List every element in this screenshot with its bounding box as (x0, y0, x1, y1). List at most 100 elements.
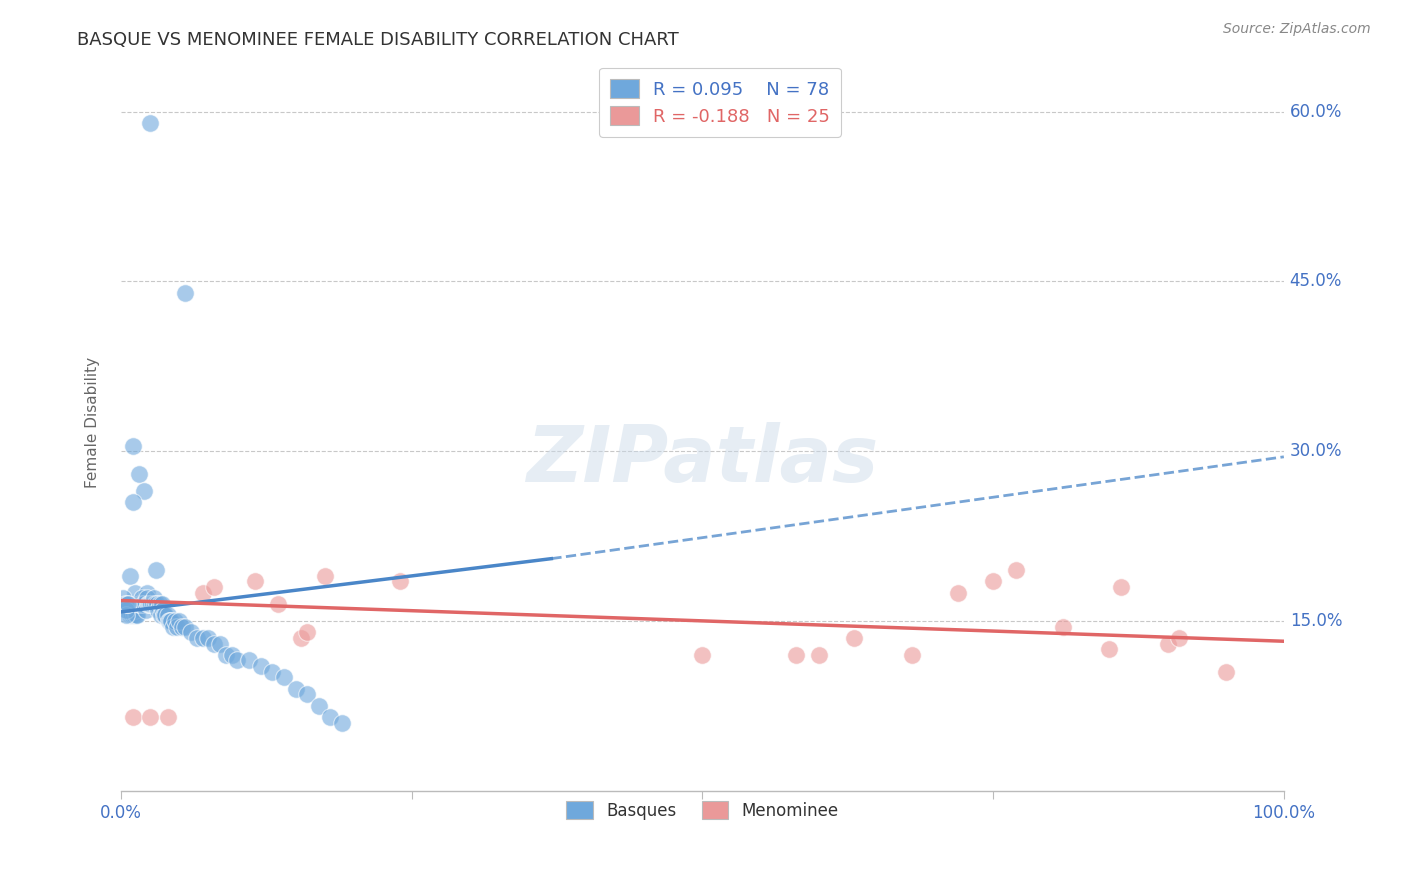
Point (121, 495, 143, 509)
Point (807, 648, 830, 662)
Text: BASQUE VS MENOMINEE FEMALE DISABILITY CORRELATION CHART: BASQUE VS MENOMINEE FEMALE DISABILITY CO… (77, 31, 679, 49)
Point (115, 597, 138, 611)
Y-axis label: Female Disability: Female Disability (86, 358, 100, 489)
Point (1052, 619, 1074, 633)
Point (162, 619, 184, 633)
Point (1098, 642, 1121, 657)
Point (215, 648, 238, 662)
Point (160, 614, 183, 628)
Point (115, 597, 138, 611)
Point (284, 681, 307, 696)
Text: Source: ZipAtlas.com: Source: ZipAtlas.com (1223, 22, 1371, 37)
Point (267, 597, 290, 611)
Point (125, 608, 148, 623)
Point (124, 602, 146, 616)
Point (170, 619, 193, 633)
Point (139, 597, 162, 611)
Point (900, 648, 922, 662)
Text: 60.0%: 60.0% (1289, 103, 1343, 120)
Point (146, 597, 169, 611)
Point (117, 602, 139, 616)
Point (692, 648, 714, 662)
Point (308, 698, 330, 713)
Point (139, 116, 162, 130)
Point (121, 710, 143, 724)
Point (134, 483, 156, 498)
Legend: Basques, Menominee: Basques, Menominee (560, 795, 845, 826)
Point (112, 591, 135, 606)
Point (1168, 631, 1191, 645)
Point (128, 597, 150, 611)
Point (191, 631, 214, 645)
Point (134, 597, 156, 611)
Point (273, 670, 295, 684)
Point (114, 608, 136, 623)
Point (139, 710, 162, 724)
Text: 30.0%: 30.0% (1289, 442, 1343, 460)
Point (128, 467, 150, 481)
Point (138, 597, 160, 611)
Point (163, 614, 186, 628)
Text: 45.0%: 45.0% (1289, 272, 1343, 291)
Point (142, 591, 165, 606)
Point (295, 688, 318, 702)
Point (159, 614, 181, 628)
Point (114, 597, 136, 611)
Point (249, 659, 271, 673)
Point (114, 602, 136, 616)
Point (180, 625, 202, 640)
Point (166, 619, 188, 633)
Point (197, 631, 219, 645)
Point (121, 438, 143, 452)
Point (314, 568, 336, 582)
Point (148, 602, 170, 616)
Text: ZIPatlas: ZIPatlas (526, 422, 879, 498)
Point (319, 710, 342, 724)
Point (290, 631, 312, 645)
Point (135, 585, 157, 599)
Point (132, 597, 155, 611)
Point (1109, 580, 1132, 594)
Point (174, 285, 197, 300)
Point (262, 665, 284, 679)
Point (842, 631, 865, 645)
Point (120, 608, 142, 623)
Point (118, 602, 141, 616)
Point (121, 602, 143, 616)
Point (153, 608, 176, 623)
Point (150, 597, 173, 611)
Point (156, 710, 179, 724)
Text: 15.0%: 15.0% (1289, 612, 1343, 630)
Point (141, 597, 163, 611)
Point (131, 597, 153, 611)
Point (981, 574, 1004, 589)
Point (202, 580, 225, 594)
Point (238, 653, 260, 667)
Point (149, 608, 172, 623)
Point (157, 614, 180, 628)
Point (1005, 563, 1028, 577)
Point (174, 619, 197, 633)
Point (295, 625, 318, 640)
Point (169, 614, 191, 628)
Point (208, 636, 231, 650)
Point (117, 597, 139, 611)
Point (243, 574, 266, 589)
Point (1215, 665, 1237, 679)
Point (155, 608, 177, 623)
Point (135, 602, 157, 616)
Point (135, 591, 157, 606)
Point (948, 585, 970, 599)
Point (120, 568, 142, 582)
Point (127, 608, 149, 623)
Point (121, 608, 143, 623)
Point (122, 608, 145, 623)
Point (156, 608, 179, 623)
Point (1156, 636, 1178, 650)
Point (131, 591, 153, 606)
Point (226, 653, 249, 667)
Point (136, 597, 159, 611)
Point (152, 602, 174, 616)
Point (128, 597, 150, 611)
Point (129, 597, 152, 611)
